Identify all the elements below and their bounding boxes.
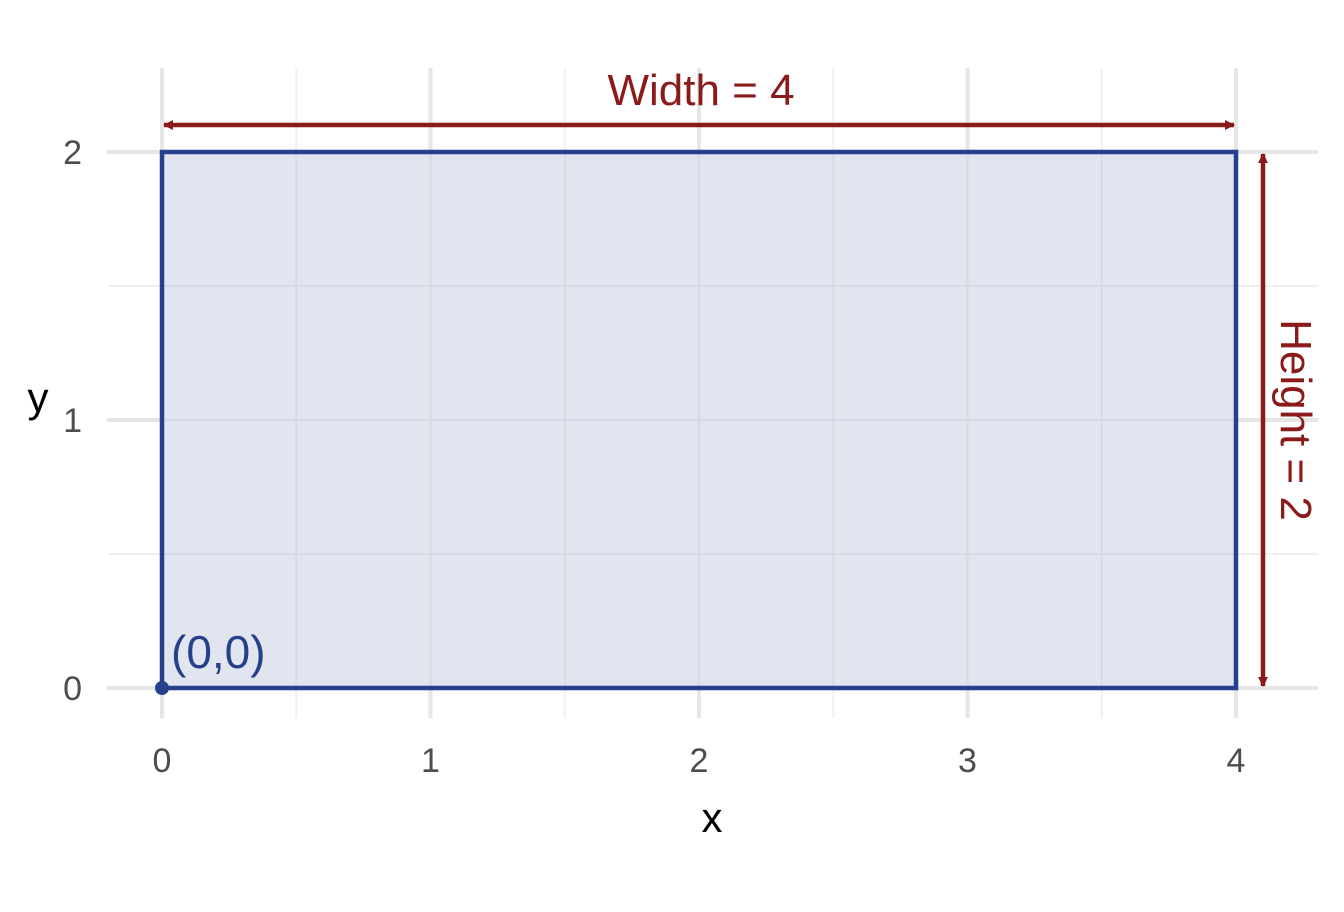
origin-point [155, 681, 169, 695]
x-tick-label: 1 [421, 742, 440, 780]
x-axis-title: x [702, 794, 723, 841]
rectangle-outline [159, 149, 1239, 691]
y-axis-title: y [28, 374, 49, 421]
axis-layer: 0 1 2 3 4 0 1 2 x y [28, 134, 1246, 841]
annotation-layer: Width = 4 Height = 2 (0,0) [155, 66, 1320, 695]
x-tick-label: 3 [958, 742, 977, 780]
x-tick-label: 4 [1227, 742, 1246, 780]
width-label: Width = 4 [607, 66, 794, 115]
x-tick-label: 0 [153, 742, 172, 780]
y-tick-label: 1 [63, 402, 82, 440]
x-tick-label: 2 [690, 742, 709, 780]
height-label: Height = 2 [1271, 319, 1320, 521]
rectangle-layer [159, 149, 1239, 691]
y-tick-label: 0 [63, 670, 82, 708]
origin-label: (0,0) [171, 626, 266, 678]
y-tick-label: 2 [63, 134, 82, 172]
